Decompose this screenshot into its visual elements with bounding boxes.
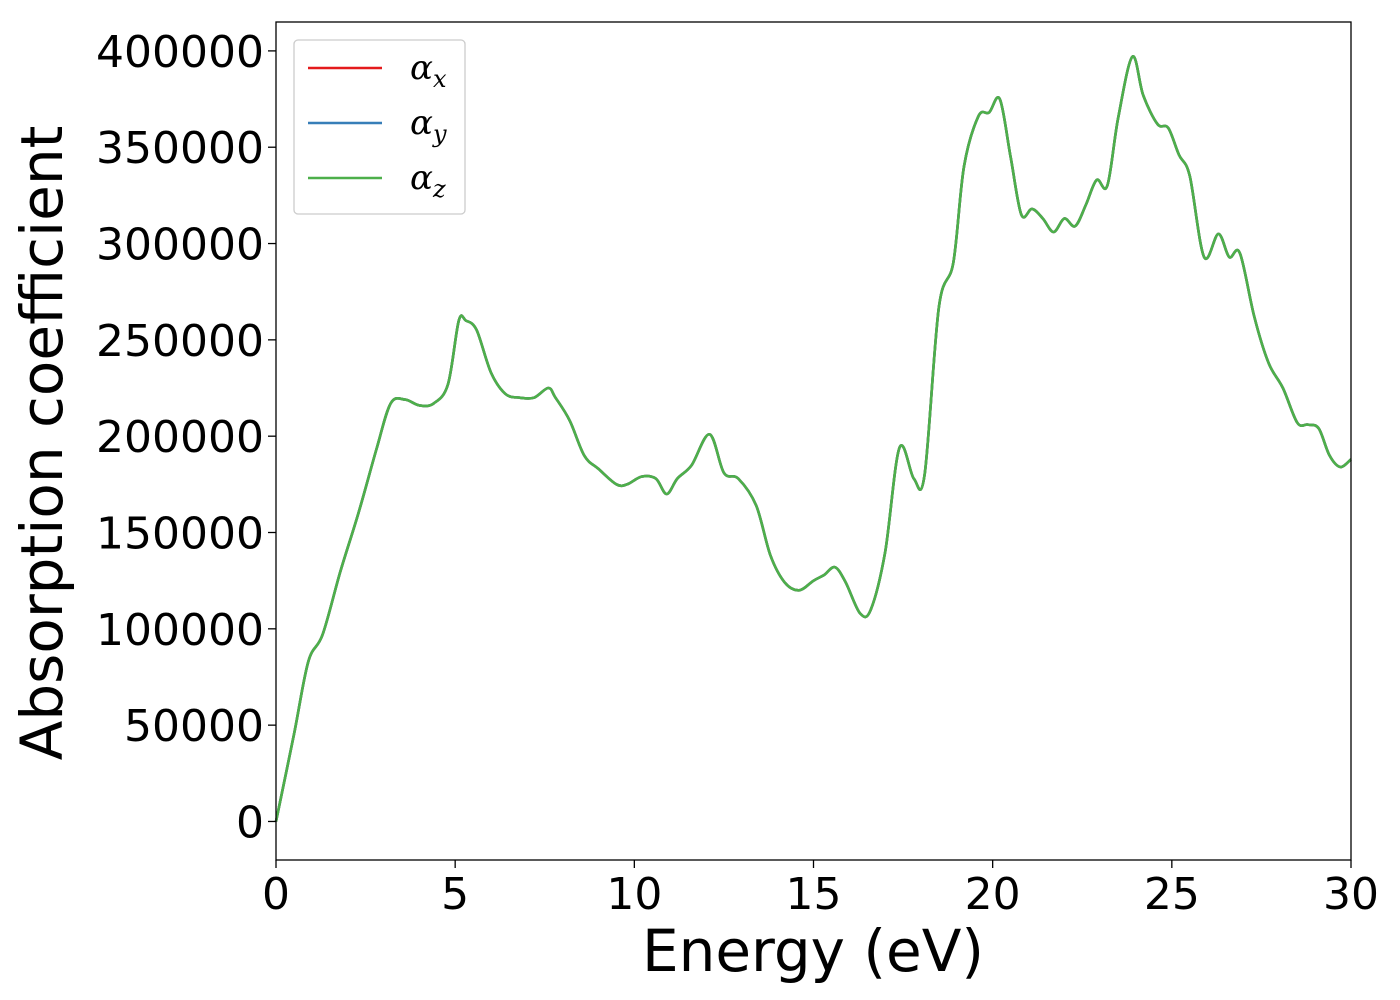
legend: αx αy αz bbox=[293, 39, 466, 215]
x-tick-label: 0 bbox=[262, 869, 290, 920]
y-tick-label: 200000 bbox=[96, 412, 264, 463]
x-tick-label: 25 bbox=[1144, 869, 1200, 920]
legend-box bbox=[293, 39, 466, 215]
y-tick-label: 350000 bbox=[96, 123, 264, 174]
y-tick-label: 0 bbox=[236, 797, 264, 848]
y-tick-label: 100000 bbox=[96, 605, 264, 656]
x-tick-label: 20 bbox=[965, 869, 1021, 920]
x-axis-label: Energy (eV) bbox=[642, 917, 984, 985]
series-line-alpha-z bbox=[274, 55, 1352, 822]
x-tick-label: 10 bbox=[606, 869, 662, 920]
y-tick-label: 150000 bbox=[96, 509, 264, 560]
legend-label-alpha-y: αy bbox=[410, 103, 447, 148]
x-tick-label: 15 bbox=[786, 869, 842, 920]
legend-label-alpha-z: αz bbox=[410, 158, 446, 203]
x-axis-ticks: 0 5 10 15 20 25 30 bbox=[262, 860, 1379, 920]
legend-label-alpha-x: αx bbox=[410, 48, 447, 93]
y-axis-ticks: 0 50000 100000 150000 200000 250000 300000 3500… bbox=[96, 27, 276, 848]
y-tick-label: 300000 bbox=[96, 220, 264, 271]
x-tick-label: 30 bbox=[1323, 869, 1379, 920]
x-tick-label: 5 bbox=[441, 869, 469, 920]
series-layer bbox=[274, 55, 1352, 822]
y-tick-label: 400000 bbox=[96, 27, 264, 78]
y-tick-label: 50000 bbox=[124, 701, 264, 752]
y-tick-label: 250000 bbox=[96, 316, 264, 367]
y-axis-label: Absorption coefficient bbox=[8, 126, 76, 761]
